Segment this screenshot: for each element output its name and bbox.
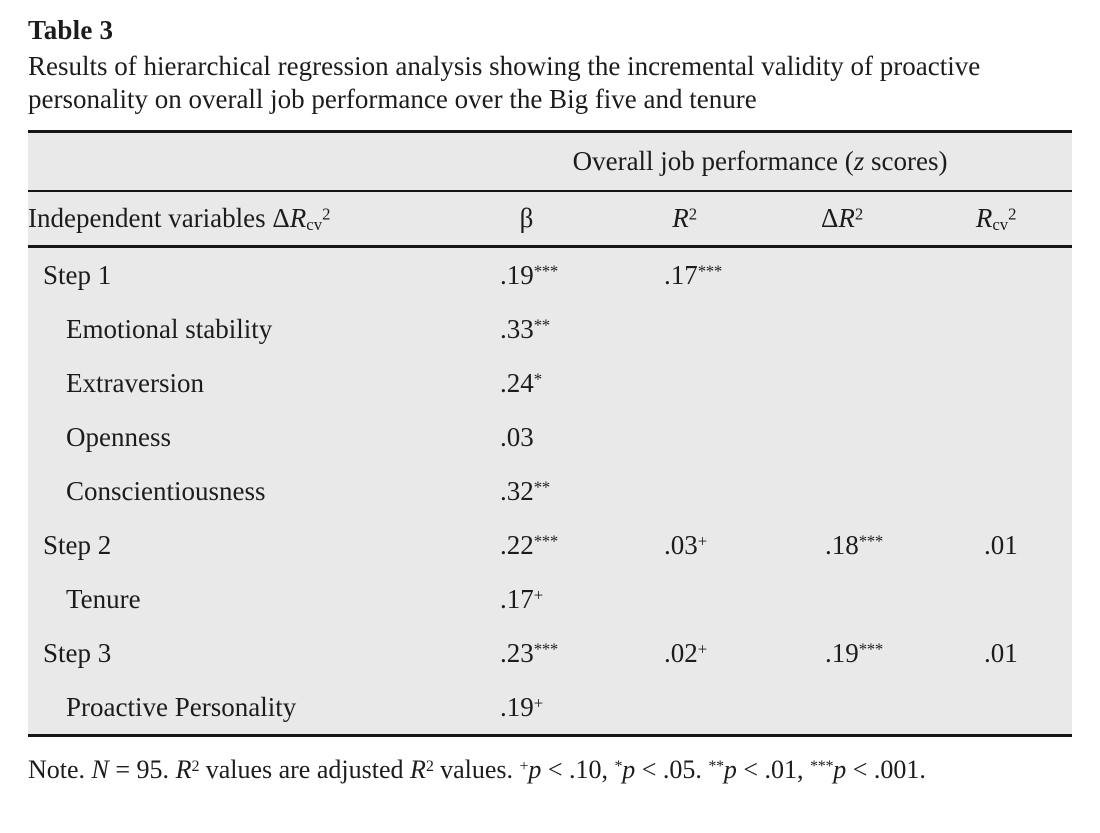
- row-label: Step 2: [43, 529, 112, 560]
- cell-rcv2: [920, 302, 1072, 356]
- table-row: Openness .03: [28, 410, 1072, 464]
- header-delta-r-squared: ΔR2: [764, 191, 920, 248]
- cell-rcv2: [920, 572, 1072, 626]
- cell-beta: .19+: [500, 691, 543, 722]
- cell-dr2: [764, 247, 920, 303]
- regression-table: Overall job performance (z scores) Indep…: [28, 130, 1073, 737]
- cell-r2: [605, 680, 764, 736]
- table-row: Step 3 .23*** .02+ .19*** .01: [28, 626, 1072, 680]
- cell-dr2: [764, 356, 920, 410]
- cell-beta: .33**: [500, 313, 550, 344]
- row-label: Proactive Personality: [66, 691, 297, 722]
- header-row: Independent variables ΔRcv2 β R2 ΔR2 Rcv…: [28, 191, 1073, 248]
- table-row: Extraversion .24*: [28, 356, 1072, 410]
- table-number-title: Table 3: [28, 15, 114, 45]
- header-r-squared: R2: [605, 191, 764, 248]
- row-label: Step 1: [43, 259, 112, 290]
- spanner-row: Overall job performance (z scores): [28, 131, 1073, 192]
- cell-rcv2: .01: [984, 637, 1018, 668]
- row-label: Extraversion: [66, 367, 204, 398]
- cell-r2: .03+: [664, 529, 707, 560]
- table-row: Step 2 .22*** .03+ .18*** .01: [28, 518, 1072, 572]
- cell-r2: .02+: [664, 637, 707, 668]
- cell-beta: .32**: [500, 475, 550, 506]
- cell-beta: .23***: [500, 637, 558, 668]
- cell-rcv2: [920, 356, 1072, 410]
- cell-rcv2: [920, 680, 1072, 736]
- cell-dr2: [764, 410, 920, 464]
- header-r-cv-squared: Rcv2: [920, 191, 1073, 248]
- row-label: Tenure: [66, 583, 141, 614]
- cell-r2: .17***: [664, 259, 722, 290]
- row-label: Step 3: [43, 637, 112, 668]
- table-note: Note. N = 95. R2 values are adjusted R2 …: [28, 755, 926, 784]
- cell-dr2: [764, 680, 920, 736]
- cell-rcv2: [920, 410, 1072, 464]
- table-row: Step 1 .19*** .17***: [28, 247, 1072, 303]
- cell-rcv2: [920, 464, 1072, 518]
- cell-r2: [605, 572, 764, 626]
- table-caption: Results of hierarchical regression analy…: [28, 51, 981, 114]
- table-row: Proactive Personality .19+: [28, 680, 1072, 736]
- cell-dr2: [764, 572, 920, 626]
- cell-dr2: .18***: [825, 529, 883, 560]
- cell-beta: .17+: [500, 583, 543, 614]
- header-independent-variables: Independent variables ΔRcv2: [28, 191, 448, 248]
- table-row: Conscientiousness .32**: [28, 464, 1072, 518]
- spanner-spacer-cell: [28, 131, 448, 192]
- row-label: Emotional stability: [66, 313, 273, 344]
- cell-r2: [605, 410, 764, 464]
- cell-beta: .03: [500, 421, 534, 452]
- table-body: Step 1 .19*** .17*** Emotional stability .33…: [28, 247, 1072, 736]
- header-beta: β: [448, 191, 605, 248]
- table-row: Emotional stability .33**: [28, 302, 1072, 356]
- cell-beta: .24*: [500, 367, 542, 398]
- cell-r2: [605, 302, 764, 356]
- cell-dr2: [764, 302, 920, 356]
- cell-beta: .19***: [500, 259, 558, 290]
- column-spanner-overall-job-performance: Overall job performance (z scores): [448, 131, 1073, 192]
- row-label: Conscientiousness: [66, 475, 266, 506]
- cell-rcv2: .01: [984, 529, 1018, 560]
- cell-r2: [605, 464, 764, 518]
- cell-dr2: [764, 464, 920, 518]
- row-label: Openness: [66, 421, 171, 452]
- cell-beta: .22***: [500, 529, 558, 560]
- cell-r2: [605, 356, 764, 410]
- table-row: Tenure .17+: [28, 572, 1072, 626]
- cell-rcv2: [920, 247, 1072, 303]
- cell-dr2: .19***: [825, 637, 883, 668]
